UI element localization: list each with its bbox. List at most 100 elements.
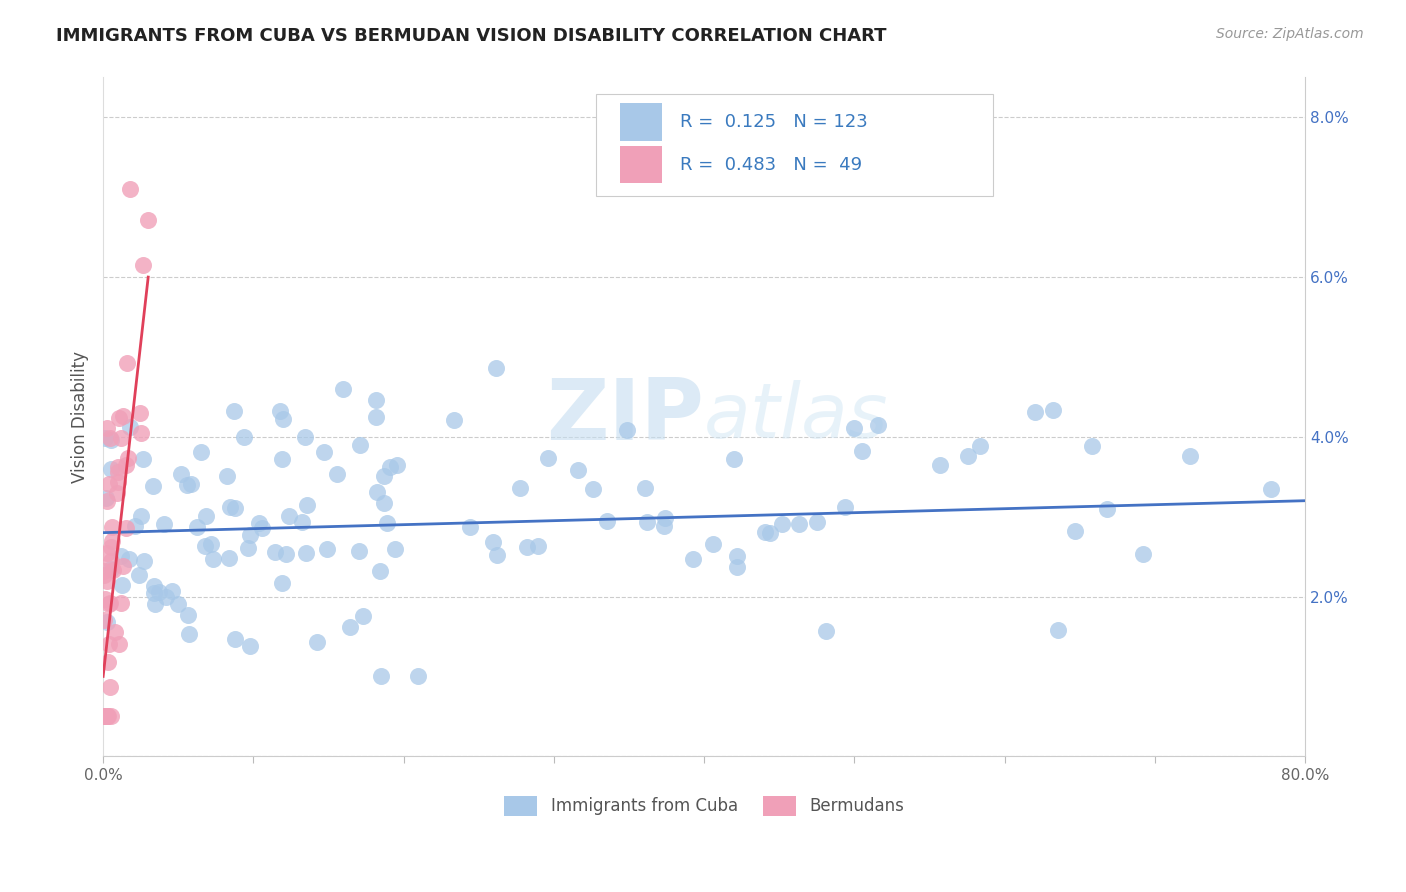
Point [128, 568, 150, 582]
Point [219, 500, 242, 514]
Point [202, 551, 225, 566]
Point [167, 597, 190, 611]
Point [1178, 450, 1201, 464]
Point [97, 655, 120, 669]
Point [384, 542, 406, 557]
Text: atlas: atlas [704, 380, 889, 454]
Point [806, 515, 828, 529]
Point [153, 517, 176, 532]
Point [98, 637, 121, 651]
Point [93, 614, 115, 628]
Point [370, 565, 392, 579]
Point [97, 477, 120, 491]
Point [100, 562, 122, 576]
Point [160, 583, 183, 598]
Point [460, 520, 482, 534]
Point [94, 491, 117, 506]
Point [111, 577, 134, 591]
Legend: Immigrants from Cuba, Bermudans: Immigrants from Cuba, Bermudans [498, 789, 911, 822]
Point [93, 431, 115, 445]
Point [366, 484, 388, 499]
Point [787, 516, 810, 531]
Point [352, 609, 374, 624]
Point [93, 709, 115, 723]
Point [94, 709, 117, 723]
Point [129, 509, 152, 524]
Point [101, 534, 124, 549]
Point [96, 574, 118, 588]
Point [851, 443, 873, 458]
Point [239, 528, 262, 542]
Point [652, 519, 675, 533]
Point [1047, 623, 1070, 637]
Point [124, 519, 146, 533]
Point [269, 404, 291, 418]
Point [132, 258, 155, 272]
Y-axis label: Vision Disability: Vision Disability [72, 351, 89, 483]
Point [111, 559, 134, 574]
Point [100, 519, 122, 533]
Point [315, 541, 337, 556]
Point [516, 540, 538, 554]
Point [107, 465, 129, 479]
Point [94, 709, 117, 723]
Point [176, 477, 198, 491]
Point [100, 462, 122, 476]
Point [110, 549, 132, 563]
Point [134, 554, 156, 568]
Point [582, 483, 605, 497]
Point [567, 463, 589, 477]
Point [112, 409, 135, 423]
Text: ZIP: ZIP [547, 376, 704, 458]
Point [180, 476, 202, 491]
Point [957, 449, 980, 463]
Point [96, 546, 118, 560]
Point [107, 475, 129, 490]
Point [186, 520, 208, 534]
Point [129, 425, 152, 440]
Point [536, 451, 558, 466]
Point [97, 597, 120, 611]
Point [758, 525, 780, 540]
Point [100, 540, 122, 554]
Point [595, 514, 617, 528]
Point [387, 458, 409, 472]
Point [277, 508, 299, 523]
Point [96, 421, 118, 435]
Point [834, 500, 856, 514]
Point [509, 481, 531, 495]
Point [349, 438, 371, 452]
Point [148, 584, 170, 599]
Point [93, 709, 115, 723]
Point [98, 596, 121, 610]
Point [312, 445, 335, 459]
Point [239, 639, 262, 653]
Point [218, 550, 240, 565]
Point [347, 543, 370, 558]
Point [866, 417, 889, 432]
Point [98, 431, 121, 445]
Point [115, 356, 138, 370]
Point [1132, 547, 1154, 561]
Point [177, 627, 200, 641]
Point [104, 624, 127, 639]
Point [375, 516, 398, 530]
Point [247, 516, 270, 530]
Point [616, 423, 638, 437]
Point [406, 669, 429, 683]
Point [339, 620, 361, 634]
Point [1024, 405, 1046, 419]
Point [295, 546, 318, 560]
Point [264, 545, 287, 559]
Point [233, 430, 256, 444]
Point [224, 632, 246, 647]
Point [378, 460, 401, 475]
Point [842, 421, 865, 435]
Point [93, 567, 115, 582]
Point [295, 498, 318, 512]
Point [100, 709, 122, 723]
Point [110, 431, 132, 445]
Point [155, 590, 177, 604]
Point [1081, 439, 1104, 453]
Point [682, 552, 704, 566]
